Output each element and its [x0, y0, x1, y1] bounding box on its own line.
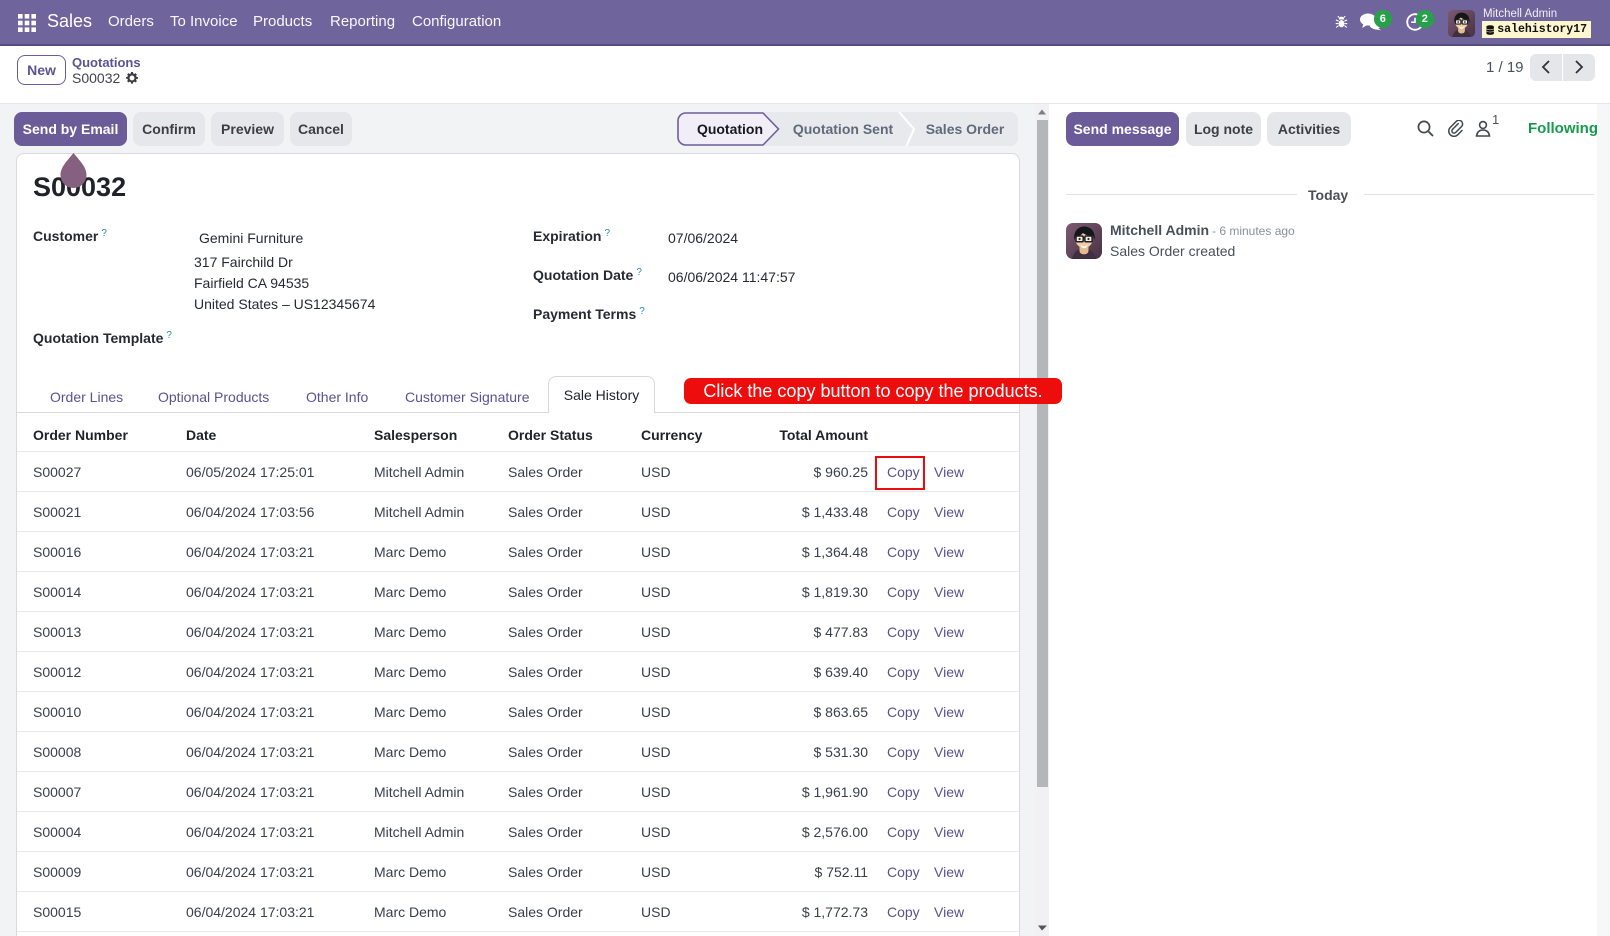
svg-text:Quotation Sent: Quotation Sent: [793, 121, 894, 137]
svg-text:Quotation: Quotation: [697, 121, 763, 137]
svg-text:Sales Order: Sales Order: [926, 121, 1005, 137]
